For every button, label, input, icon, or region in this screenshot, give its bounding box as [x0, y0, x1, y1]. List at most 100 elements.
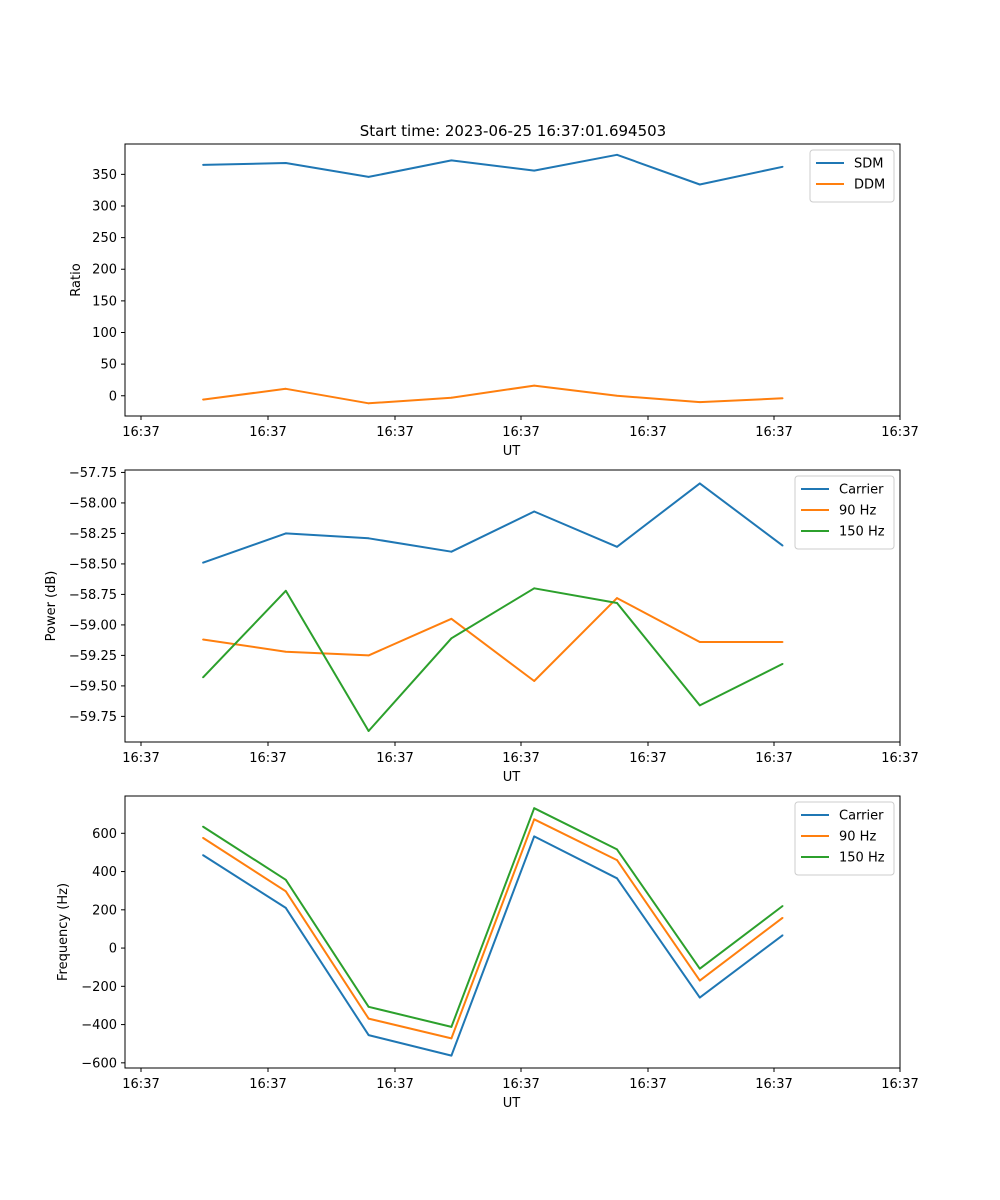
data-point — [284, 162, 287, 164]
x-tick-label: 16:37 — [249, 1077, 286, 1092]
y-tick-label: 300 — [92, 199, 117, 214]
data-point — [450, 1054, 453, 1057]
y-tick-label: 200 — [92, 903, 117, 918]
legend-label: 150 Hz — [839, 851, 885, 866]
data-point — [367, 1017, 370, 1020]
data-point — [533, 807, 536, 810]
series-line-90-hz — [202, 818, 784, 1040]
data-point — [533, 510, 536, 513]
data-point — [202, 825, 204, 828]
data-point — [781, 916, 784, 919]
y-axis-label: Ratio — [69, 263, 84, 296]
axes-frame — [124, 469, 901, 743]
x-tick-label: 16:37 — [376, 425, 413, 440]
data-point — [698, 401, 701, 403]
series-line-90-hz — [202, 597, 783, 682]
x-tick-label: 16:37 — [755, 751, 792, 766]
y-tick-label: −57.75 — [69, 466, 117, 481]
data-point — [284, 532, 287, 535]
x-tick-label: 16:37 — [629, 751, 666, 766]
data-point — [202, 676, 204, 679]
y-tick-label: 0 — [109, 942, 117, 957]
y-tick-label: −59.50 — [69, 679, 117, 694]
data-point — [533, 587, 536, 590]
x-tick-label: 16:37 — [122, 425, 159, 440]
data-point — [781, 934, 784, 937]
x-tick-label: 16:37 — [122, 1077, 159, 1092]
y-tick-label: −58.25 — [69, 527, 117, 542]
y-tick-label: −59.00 — [69, 618, 117, 633]
figure-title: Start time: 2023-06-25 16:37:01.694503 — [360, 122, 666, 140]
data-point — [698, 979, 701, 982]
legend-label: Carrier — [839, 809, 884, 824]
x-tick-label: 16:37 — [629, 425, 666, 440]
data-point — [698, 967, 701, 970]
y-tick-label: 400 — [92, 865, 117, 880]
x-tick-label: 16:37 — [502, 1077, 539, 1092]
legend-label: SDM — [854, 157, 883, 172]
data-point — [533, 818, 536, 821]
x-axis-label: UT — [503, 1096, 521, 1111]
legend: SDM DDM — [809, 149, 895, 203]
subplot-1: 0 50 100 150 200 250 300 350 16:37 16:37 16:37 16:3… — [69, 143, 919, 459]
x-tick-label: 16:37 — [881, 1077, 918, 1092]
x-tick-label: 16:37 — [755, 425, 792, 440]
y-tick-label: 0 — [109, 389, 117, 404]
series-line-ddm — [202, 384, 783, 405]
data-point — [367, 1005, 370, 1008]
data-point — [698, 641, 701, 643]
y-tick-label: 150 — [92, 294, 117, 309]
legend-label: Carrier — [839, 483, 884, 498]
data-point — [781, 165, 784, 168]
data-point — [616, 877, 618, 880]
data-point — [367, 537, 370, 540]
data-point — [202, 398, 204, 401]
data-point — [450, 637, 453, 640]
data-point — [698, 996, 701, 999]
data-point — [698, 704, 701, 707]
x-tick-label: 16:37 — [502, 425, 539, 440]
data-point — [367, 1034, 370, 1036]
data-point — [450, 396, 453, 399]
y-tick-label: −58.00 — [69, 496, 117, 511]
legend-label: 90 Hz — [839, 830, 876, 845]
axes-frame — [124, 795, 901, 1069]
data-point — [533, 384, 536, 387]
data-point — [450, 1025, 453, 1028]
x-tick-label: 16:37 — [629, 1077, 666, 1092]
data-point — [450, 1037, 453, 1040]
data-point — [284, 589, 287, 592]
y-tick-label: −59.25 — [69, 649, 117, 664]
data-point — [367, 175, 370, 178]
data-point — [450, 550, 453, 553]
x-tick-label: 16:37 — [881, 751, 918, 766]
data-point — [698, 482, 701, 485]
data-point — [284, 906, 287, 909]
data-point — [202, 854, 204, 857]
data-point — [533, 169, 536, 172]
data-point — [616, 859, 618, 861]
y-axis-label: Power (dB) — [44, 571, 59, 642]
data-point — [533, 680, 536, 682]
x-tick-label: 16:37 — [502, 751, 539, 766]
legend-label: 90 Hz — [839, 504, 876, 519]
data-point — [284, 878, 287, 881]
data-point — [616, 597, 618, 599]
data-point — [781, 397, 784, 400]
data-point — [284, 650, 287, 653]
y-tick-label: −400 — [81, 1018, 117, 1033]
axes-frame — [124, 143, 901, 417]
x-axis-label: UT — [503, 770, 521, 785]
data-point — [616, 545, 618, 548]
x-tick-label: 16:37 — [755, 1077, 792, 1092]
subplot-2: −59.75 −59.50 −59.25 −59.00 −58.75 −58.50 −58.… — [44, 466, 919, 785]
x-tick-label: 16:37 — [881, 425, 918, 440]
data-point — [450, 159, 453, 162]
data-point — [284, 387, 287, 390]
data-point — [202, 836, 204, 839]
legend: Carrier 90 Hz 150 Hz — [794, 801, 895, 876]
y-tick-label: 600 — [92, 827, 117, 842]
y-tick-label: −58.50 — [69, 557, 117, 572]
y-tick-label: 350 — [92, 168, 117, 183]
